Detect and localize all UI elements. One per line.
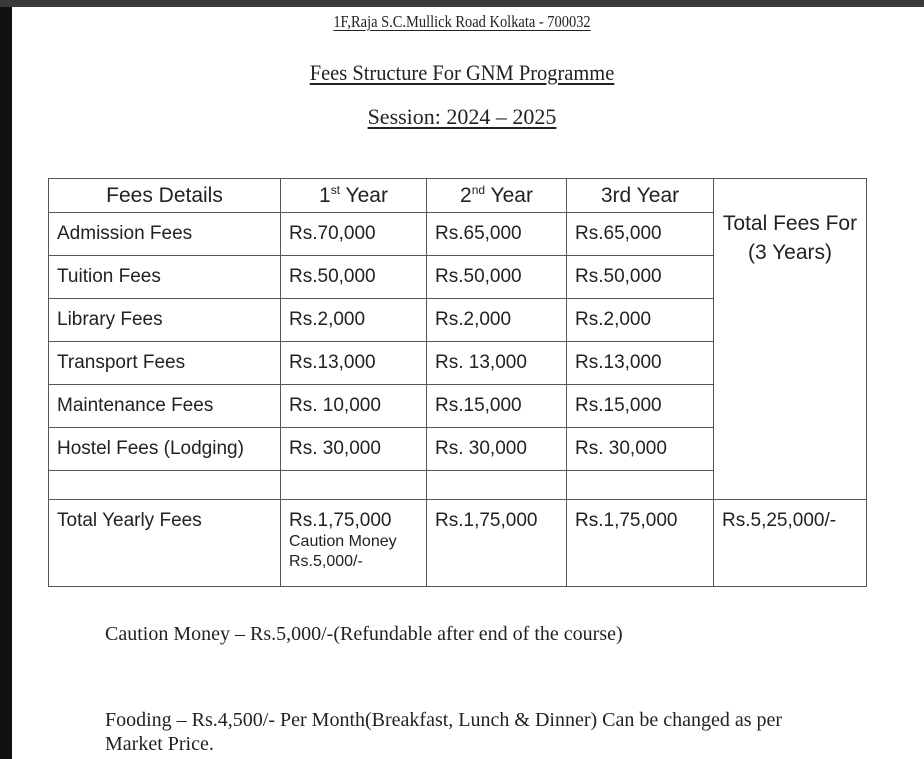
cell: Rs.15,000: [566, 384, 714, 428]
fees-table: Fees Details 1st Year 2nd Year 3rd Year …: [48, 178, 867, 587]
scan-edge: [0, 7, 12, 759]
fee-label: Maintenance Fees: [48, 384, 281, 428]
cell: Rs. 30,000: [566, 427, 714, 471]
table-row: Admission Fees Rs.70,000 Rs.65,000 Rs.65,00…: [48, 212, 867, 256]
top-bar: [0, 0, 924, 7]
total-row: Total Yearly Fees Rs.1,75,000 Caution Mon…: [48, 499, 867, 587]
cell: Rs.50,000: [426, 255, 567, 299]
total-fees-header: Total Fees For (3 Years): [713, 178, 867, 500]
table-header-row: Fees Details 1st Year 2nd Year 3rd Year …: [48, 178, 867, 500]
cell: Rs.1,75,000 Caution Money Rs.5,000/-: [280, 499, 427, 587]
cell: Rs.50,000: [566, 255, 714, 299]
cell: Rs.2,000: [280, 298, 427, 342]
year1-total: Rs.1,75,000: [289, 510, 392, 531]
blank-row: [48, 470, 867, 500]
page-title: Fees Structure For GNM Programme: [309, 60, 615, 85]
table-row: Hostel Fees (Lodging) Rs. 30,000 Rs. 30,00…: [48, 427, 867, 471]
cell: Rs.65,000: [426, 212, 567, 256]
fee-label: Total Yearly Fees: [48, 499, 281, 587]
caution-note: Caution Money: [289, 533, 397, 550]
cell: Rs.13,000: [566, 341, 714, 385]
cell: Rs. 30,000: [280, 427, 427, 471]
cell: Rs.2,000: [426, 298, 567, 342]
col-header: Fees Details: [48, 178, 281, 213]
cell: Rs.70,000: [280, 212, 427, 256]
cell: Rs. 10,000: [280, 384, 427, 428]
fee-label: Transport Fees: [48, 341, 281, 385]
cell: Rs.1,75,000: [426, 499, 567, 587]
session: Session: 2024 – 2025: [367, 104, 557, 129]
fooding-note: Fooding – Rs.4,500/- Per Month(Breakfast…: [105, 709, 783, 755]
fee-label: Library Fees: [48, 298, 281, 342]
cell: Rs. 30,000: [426, 427, 567, 471]
cell: Rs.50,000: [280, 255, 427, 299]
fee-label: Hostel Fees (Lodging): [48, 427, 281, 471]
col-header: 3rd Year: [566, 178, 714, 213]
cell: Rs.65,000: [566, 212, 714, 256]
col-header: 1st Year: [280, 178, 427, 213]
col-header: 2nd Year: [426, 178, 567, 213]
cell: Rs.1,75,000: [566, 499, 714, 587]
fee-label: Tuition Fees: [48, 255, 281, 299]
cell: Rs.2,000: [566, 298, 714, 342]
caution-amount: Rs.5,000/-: [289, 553, 363, 570]
table-row: Maintenance Fees Rs. 10,000 Rs.15,000 Rs.15…: [48, 384, 867, 428]
cell: Rs.13,000: [280, 341, 427, 385]
grand-total: Rs.5,25,000/-: [713, 499, 867, 587]
table-row: Tuition Fees Rs.50,000 Rs.50,000 Rs.50,000: [48, 255, 867, 299]
address: 1F,Raja S.C.Mullick Road Kolkata - 70003…: [333, 12, 591, 31]
fee-label: Admission Fees: [48, 212, 281, 256]
caution-money-note: Caution Money – Rs.5,000/-(Refundable af…: [105, 623, 623, 645]
cell: Rs. 13,000: [426, 341, 567, 385]
cell: Rs.15,000: [426, 384, 567, 428]
